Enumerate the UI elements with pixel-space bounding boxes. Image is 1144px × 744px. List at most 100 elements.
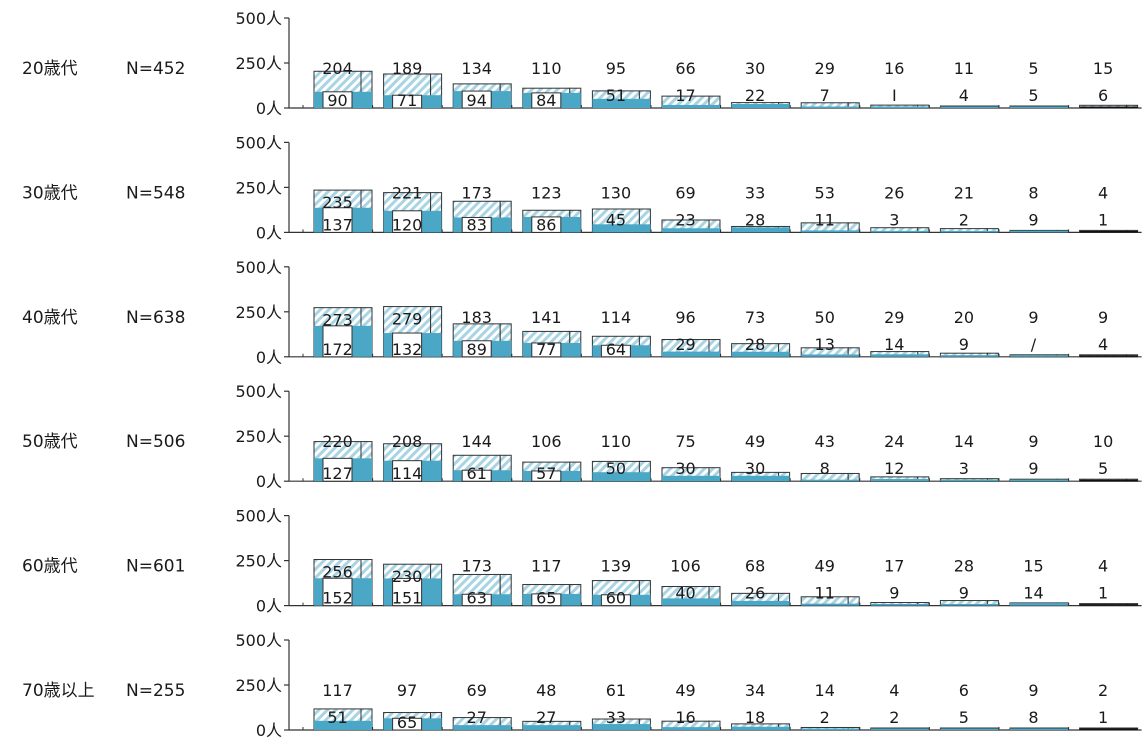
panel: 60歳代 N=601500人250人0人256152230151173631176…	[22, 507, 1142, 616]
total-value-label: 189	[392, 59, 423, 78]
inner-label-box	[392, 332, 423, 358]
inner-value-label: 1	[1098, 708, 1108, 727]
total-value-label: 53	[815, 183, 835, 202]
total-value-label: 66	[675, 59, 695, 78]
inner-value-label: 9	[959, 584, 969, 603]
inner-value-label: 84	[536, 91, 556, 110]
total-value-label: 75	[675, 432, 695, 451]
total-value-label: 221	[392, 183, 423, 202]
inner-bar	[1010, 106, 1068, 108]
inner-bar	[870, 106, 929, 108]
total-value-label: 15	[1023, 557, 1043, 576]
inner-value-label: 64	[606, 340, 626, 359]
inner-bar	[592, 224, 651, 233]
y-tick-label: 500人	[235, 382, 282, 401]
inner-value-label: 152	[322, 589, 353, 608]
y-tick-label: 0人	[256, 223, 282, 242]
total-value-label: 14	[954, 432, 974, 451]
inner-value-label: 89	[467, 340, 487, 359]
total-value-label: 29	[815, 59, 835, 78]
inner-label-box	[392, 210, 423, 233]
inner-value-label: 23	[675, 210, 695, 229]
total-value-label: 43	[815, 432, 835, 451]
inner-bar	[1010, 230, 1068, 233]
inner-label-box	[392, 94, 423, 109]
inner-bar	[522, 725, 581, 730]
total-value-label: 97	[397, 681, 417, 700]
inner-value-label: 29	[675, 335, 695, 354]
total-value-label: 134	[461, 59, 492, 78]
y-tick-label: 0人	[256, 99, 282, 118]
inner-bar	[1079, 106, 1138, 108]
inner-label-box	[322, 207, 353, 233]
total-value-label: 117	[531, 557, 562, 576]
inner-bar	[940, 603, 999, 606]
total-value-label: 9	[1028, 681, 1038, 700]
inner-value-label: 3	[889, 210, 899, 229]
y-tick-label: 500人	[235, 631, 282, 650]
y-tick-label: 500人	[235, 133, 282, 152]
inner-bar	[870, 479, 929, 482]
inner-value-label: 27	[467, 708, 487, 727]
total-value-label: 14	[815, 681, 835, 700]
inner-value-label: 2	[959, 210, 969, 229]
inner-bar	[801, 603, 860, 606]
inner-label-box	[531, 342, 562, 358]
inner-value-label: 3	[959, 459, 969, 478]
panel: 30歳代 N=548500人250人0人235137221120173831238…	[22, 133, 1142, 242]
total-value-label: 49	[675, 681, 695, 700]
total-value-label: 96	[675, 308, 695, 327]
inner-value-label: 5	[1028, 86, 1038, 105]
n-label: N=548	[126, 183, 185, 203]
inner-value-label: 120	[392, 215, 423, 234]
n-label: N=255	[126, 681, 185, 701]
total-value-label: 183	[461, 308, 492, 327]
total-value-label: 33	[745, 183, 765, 202]
inner-value-label: 14	[884, 335, 904, 354]
total-value-label: 73	[745, 308, 765, 327]
inner-value-label: 1	[1098, 584, 1108, 603]
inner-label-box	[392, 717, 423, 731]
inner-bar	[731, 227, 790, 233]
y-tick-label: 250人	[235, 54, 282, 73]
panel: 70歳以上 N=255500人250人0人11751976569274827613…	[22, 631, 1142, 740]
y-tick-label: 0人	[256, 721, 282, 740]
inner-bar	[592, 724, 651, 730]
total-value-label: 15	[1093, 59, 1113, 78]
total-value-label: 61	[606, 681, 626, 700]
total-value-label: 106	[670, 557, 701, 576]
total-value-label: 117	[322, 681, 353, 700]
inner-value-label: 77	[536, 340, 556, 359]
inner-bar	[940, 355, 999, 357]
inner-bar	[731, 600, 790, 606]
inner-value-label: 40	[675, 584, 695, 603]
total-bar-cap	[708, 467, 721, 482]
total-value-label: 279	[392, 310, 423, 329]
total-value-label: 110	[601, 432, 632, 451]
inner-value-label: 127	[322, 464, 353, 483]
total-value-label: 4	[1098, 183, 1108, 202]
y-tick-label: 500人	[235, 258, 282, 277]
inner-value-label: 94	[467, 91, 487, 110]
inner-label-box	[531, 593, 562, 607]
inner-value-label: 17	[675, 86, 695, 105]
inner-bar	[801, 106, 860, 108]
inner-value-label: 65	[536, 589, 556, 608]
total-value-label: 48	[536, 681, 556, 700]
inner-value-label: 1	[1098, 210, 1108, 229]
inner-value-label: 45	[606, 210, 626, 229]
inner-value-label: 63	[467, 589, 487, 608]
inner-value-label: 33	[606, 708, 626, 727]
inner-value-label: 18	[745, 708, 765, 727]
total-value-label: 9	[1098, 308, 1108, 327]
inner-bar	[801, 728, 860, 730]
total-value-label: 114	[601, 308, 632, 327]
total-value-label: 34	[745, 681, 765, 700]
total-value-label: 9	[1028, 432, 1038, 451]
inner-bar	[870, 354, 929, 357]
total-value-label: 204	[322, 59, 353, 78]
panel: 50歳代 N=506 500人 250人 0人 220 127 208 114 144 61 106 5…	[22, 382, 1142, 491]
total-value-label: 11	[954, 59, 974, 78]
inner-bar	[1079, 728, 1138, 730]
group-label: 70歳以上	[22, 681, 95, 701]
